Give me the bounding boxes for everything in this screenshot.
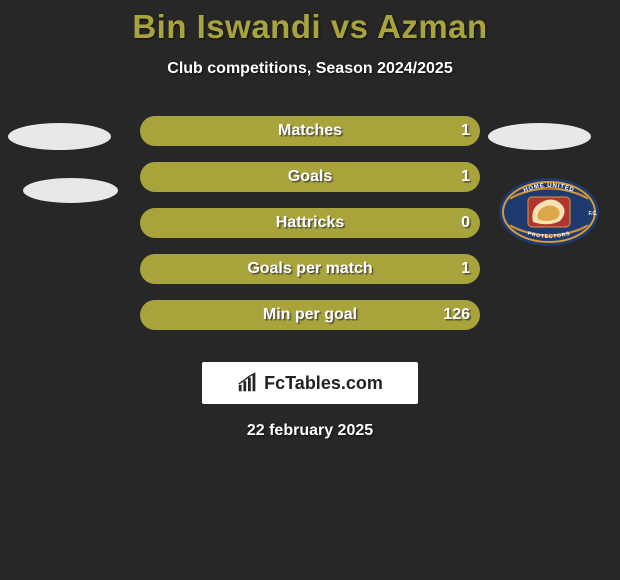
stat-value-right: 0 [461,208,470,238]
comparison-title: Bin Iswandi vs Azman [0,0,620,46]
svg-text:F.C.: F.C. [589,211,599,217]
comparison-subtitle: Club competitions, Season 2024/2025 [0,60,620,78]
stat-value-right: 1 [461,162,470,192]
club-crest-svg: HOME UNITED PROTECTORS F.C. [498,177,600,247]
stat-label: Matches [140,116,480,146]
player-badge-ellipse [8,123,111,150]
fctables-watermark: FcTables.com [202,362,418,404]
chart-bars-icon [237,372,259,394]
comparison-date: 22 february 2025 [0,422,620,440]
stat-row: Goals per match1 [0,248,620,294]
fctables-text: FcTables.com [264,373,383,394]
stat-label: Goals [140,162,480,192]
stat-label: Hattricks [140,208,480,238]
player-badge-ellipse [23,178,118,203]
stat-value-right: 126 [443,300,470,330]
stat-row: Min per goal126 [0,294,620,340]
stat-value-right: 1 [461,254,470,284]
stat-label: Min per goal [140,300,480,330]
stat-value-right: 1 [461,116,470,146]
stat-label: Goals per match [140,254,480,284]
player-badge-ellipse [488,123,591,150]
club-crest: HOME UNITED PROTECTORS F.C. [498,177,600,247]
